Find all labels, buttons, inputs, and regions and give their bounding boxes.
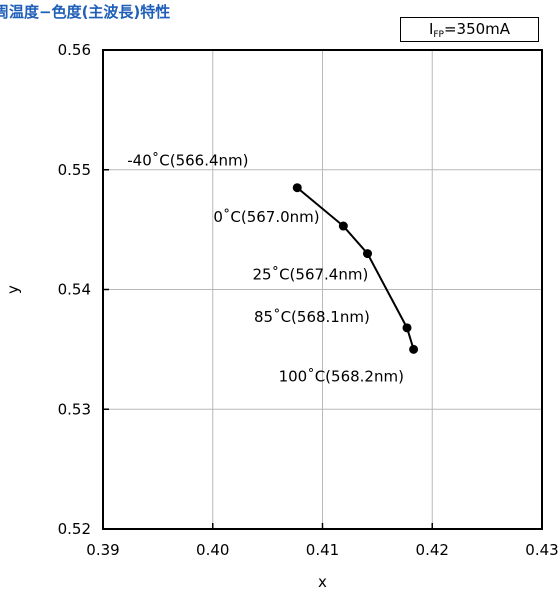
data-point — [338, 221, 348, 231]
data-point — [362, 249, 372, 259]
y-tick-label: 0.56 — [58, 41, 91, 59]
data-point — [292, 183, 302, 193]
y-tick-label: 0.52 — [58, 520, 91, 538]
data-label: 0˚C(567.0nm) — [213, 208, 319, 226]
data-label: 85˚C(568.1nm) — [254, 308, 370, 326]
data-point — [402, 323, 412, 333]
data-label: -40˚C(566.4nm) — [127, 152, 248, 170]
x-tick-label: 0.41 — [306, 541, 339, 559]
x-axis-label: x — [318, 573, 327, 591]
chart-title: 周温度−色度(主波長)特性 — [0, 3, 171, 21]
x-tick-label: 0.43 — [525, 541, 558, 559]
y-tick-label: 0.54 — [58, 281, 91, 299]
condition-symbol: I — [428, 20, 434, 38]
data-point — [409, 344, 419, 354]
data-label: 25˚C(567.4nm) — [252, 266, 368, 284]
condition-box: IFP=350mA — [400, 17, 539, 42]
y-tick-label: 0.53 — [58, 400, 91, 418]
x-tick-label: 0.39 — [86, 541, 119, 559]
data-label: 100˚C(568.2nm) — [279, 367, 404, 385]
y-tick-label: 0.55 — [58, 161, 91, 179]
condition-subscript: FP — [433, 30, 444, 40]
x-tick-label: 0.40 — [196, 541, 229, 559]
x-tick-label: 0.42 — [416, 541, 449, 559]
condition-value: =350mA — [443, 20, 511, 38]
y-axis-label: y — [4, 285, 22, 294]
